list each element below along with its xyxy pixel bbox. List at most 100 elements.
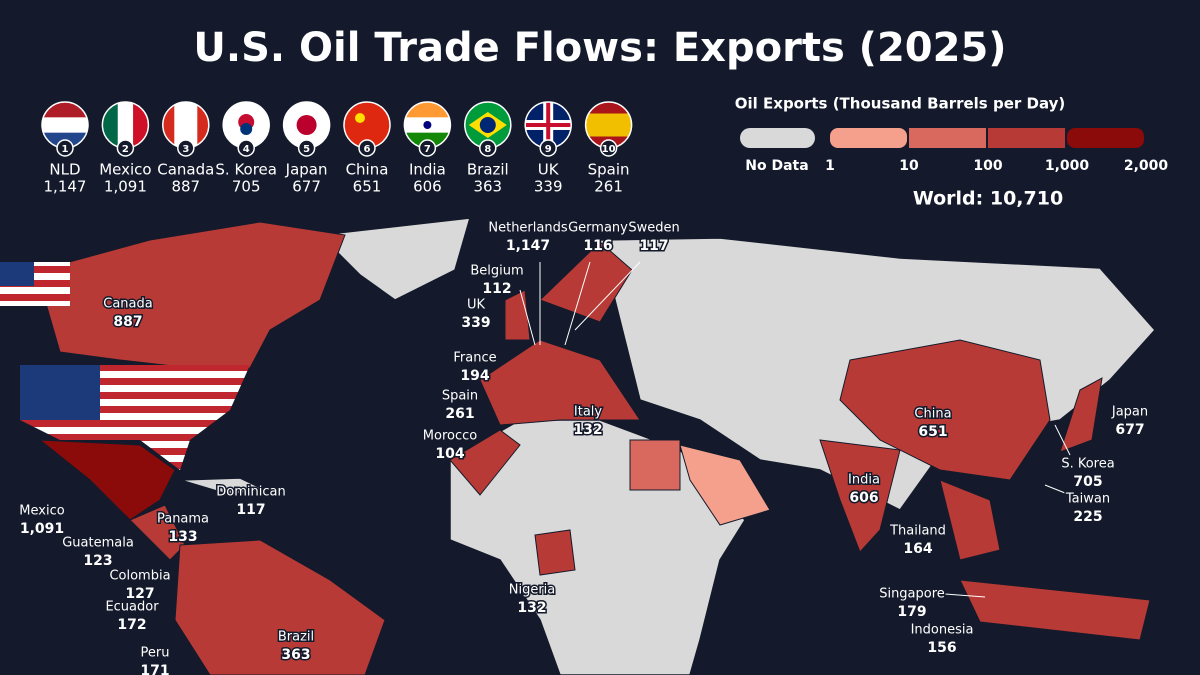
country-value: 261 (445, 406, 474, 422)
leader-line (574, 261, 641, 331)
country-label: Belgium (470, 264, 523, 279)
country-value: 132 (517, 600, 546, 616)
country-label: Sweden (628, 221, 679, 236)
middle-east (679, 444, 771, 526)
exporter-name: NLD (49, 161, 80, 179)
country-label: China (914, 407, 951, 422)
usa-canton (20, 365, 100, 420)
country-value: 133 (168, 529, 197, 545)
legend-swatch (909, 128, 986, 148)
legend-tick: 2,000 (1124, 158, 1169, 174)
rank-badge (237, 139, 255, 157)
flag (464, 102, 511, 148)
south-america (174, 539, 386, 675)
egypt-shape (629, 439, 681, 491)
country-value: 171 (140, 663, 169, 675)
country-value: 164 (903, 541, 932, 557)
canada-shape (39, 221, 346, 369)
map (0, 217, 1157, 675)
rank-number: 10 (602, 144, 616, 155)
rank-badge (56, 139, 74, 157)
country-value: 363 (281, 647, 310, 663)
country-value: 104 (435, 446, 464, 462)
exporter-value: 1,091 (104, 178, 147, 196)
country-label: Nigeria (509, 583, 556, 598)
exporter-value: 651 (353, 178, 382, 196)
exporter-name: UK (538, 161, 560, 179)
country-value: 705 (1073, 474, 1102, 490)
rank-badge (116, 139, 135, 157)
exporter-value: 339 (534, 178, 563, 196)
legend-swatch (988, 128, 1065, 148)
exporter-name: Japan (285, 161, 328, 179)
country-value: 1,091 (20, 521, 64, 537)
country-value: 117 (639, 238, 668, 254)
country-label: Taiwan (1065, 492, 1110, 507)
country-value: 1,147 (506, 238, 550, 254)
legend-tick: 1 (825, 158, 835, 174)
rank-number: 5 (303, 144, 310, 155)
country-label: Italy (574, 405, 603, 420)
country-value: 225 (1073, 509, 1102, 525)
rank-number: 7 (424, 144, 431, 155)
flag-emblem (479, 117, 496, 133)
rank-number: 8 (484, 144, 491, 155)
no-data-swatch (740, 128, 815, 148)
rank-badge (358, 139, 376, 157)
morocco-shape (449, 429, 521, 496)
rank-badge (177, 139, 195, 157)
country-value: 179 (897, 604, 926, 620)
flag-stripe (185, 102, 198, 148)
country-value: 651 (918, 424, 947, 440)
exporter-value: 606 (413, 178, 442, 196)
country-label: Singapore (879, 587, 945, 602)
country-label: Peru (141, 646, 170, 661)
rank-number: 2 (122, 144, 129, 155)
mexico-shape (38, 439, 176, 521)
rank-number: 6 (364, 144, 371, 155)
country-label: Colombia (109, 569, 170, 584)
country-label: France (453, 351, 496, 366)
flag-stripe (117, 102, 134, 148)
exporter-value: 887 (171, 178, 200, 196)
exporter-name: Canada (157, 161, 214, 179)
exporter-name: India (409, 161, 446, 179)
country-label: Netherlands (488, 221, 567, 236)
no-data-label: No Data (745, 158, 808, 174)
country-value: 117 (236, 502, 265, 518)
rank-badge (418, 139, 437, 157)
country-label: Morocco (423, 429, 477, 444)
world-total: World: 10,710 (913, 188, 1063, 210)
legend-tick: 10 (899, 158, 919, 174)
flag-emblem (423, 121, 432, 129)
flag-stripe (404, 102, 451, 118)
rank-badge (539, 139, 557, 157)
flag-stripe (585, 125, 632, 137)
exporter-name: Spain (588, 161, 630, 179)
country-value: 606 (849, 490, 878, 506)
flag-cross (546, 102, 551, 148)
country-value: 677 (1115, 422, 1144, 438)
country-value: 194 (460, 368, 489, 384)
exporter-value: 261 (594, 178, 623, 196)
legend-swatch (830, 128, 907, 148)
flag-emblem (296, 115, 317, 135)
nigeria-shape (534, 529, 576, 576)
country-value: 127 (125, 586, 154, 602)
exporter-name: Mexico (99, 161, 151, 179)
se-asia (939, 479, 1001, 561)
japan-shape (1059, 377, 1103, 453)
leader-line (564, 261, 591, 346)
exporter-name: S. Korea (215, 161, 277, 179)
exporter-name: Brazil (467, 161, 509, 179)
title: U.S. Oil Trade Flows: Exports (2025) (193, 25, 1006, 71)
country-value: 172 (117, 617, 146, 633)
alaska-canton (0, 262, 34, 286)
country-label: Ecuador (105, 600, 159, 615)
country-value: 156 (927, 640, 956, 656)
exporter-value: 363 (473, 178, 502, 196)
country-label: UK (467, 298, 486, 313)
country-label: Thailand (889, 524, 946, 539)
flag-stripe (585, 113, 632, 126)
